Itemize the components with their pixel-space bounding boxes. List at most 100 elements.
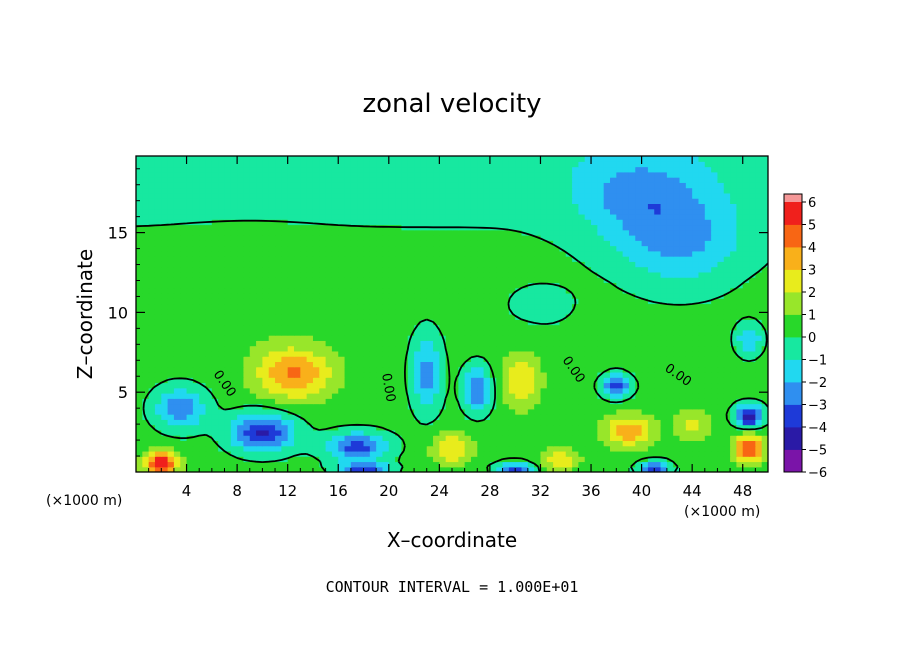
heatmap-cell [211,224,219,231]
heatmap-cell [464,408,472,415]
heatmap-cell [692,435,700,441]
heatmap-cell [433,340,440,347]
heatmap-cell [723,356,731,362]
heatmap-cell [723,387,731,394]
heatmap-cell [452,292,459,299]
heatmap-cell [704,466,712,472]
heatmap-cell [654,408,662,415]
heatmap-cell [647,319,655,326]
heatmap-cell [502,382,510,389]
heatmap-cell [237,208,245,215]
heatmap-cell [679,393,687,399]
heatmap-cell [161,440,169,447]
heatmap-cell [647,435,655,441]
heatmap-cell [173,440,181,447]
heatmap-cell [628,445,636,452]
heatmap-cell [578,340,586,347]
heatmap-cell [433,261,440,268]
heatmap-cell [154,340,162,347]
heatmap-cell [641,450,649,457]
heatmap-cell [186,250,194,257]
heatmap-cell [401,356,409,362]
heatmap-cell [420,261,428,268]
heatmap-cell [136,403,143,410]
heatmap-cell [331,256,339,262]
heatmap-cell [161,466,169,472]
heatmap-cell [647,403,655,410]
heatmap-cell [635,371,643,378]
heatmap-cell [635,435,643,441]
heatmap-cell [464,319,472,326]
heatmap-cell [610,292,617,299]
heatmap-cell [635,319,643,326]
heatmap-cell [382,245,390,252]
heatmap-cell [388,424,396,431]
heatmap-cell [376,271,384,278]
heatmap-cell [628,340,636,347]
heatmap-cell [211,298,219,305]
heatmap-cell [628,208,636,215]
heatmap-cell [736,235,744,241]
heatmap-cell [186,403,194,410]
heatmap-cell [622,466,630,472]
heatmap-cell [331,266,339,273]
heatmap-cell [452,350,459,357]
heatmap-cell [685,308,693,315]
heatmap-cell [344,371,352,378]
heatmap-cell [635,408,643,415]
heatmap-cell [616,440,624,447]
heatmap-cell [534,256,542,262]
heatmap-cell [256,250,263,257]
heatmap-cell [711,240,719,247]
heatmap-cell [262,450,270,457]
heatmap-cell [761,371,768,378]
heatmap-cell [161,319,169,326]
heatmap-cell [515,445,523,452]
heatmap-cell [325,266,333,273]
heatmap-cell [199,366,207,373]
heatmap-cell [136,208,143,215]
heatmap-cell [173,398,181,405]
heatmap-cell [445,429,453,436]
heatmap-cell [572,414,579,420]
heatmap-cell [477,261,485,268]
heatmap-cell [730,350,737,357]
heatmap-cell [597,266,605,273]
heatmap-cell [540,282,548,289]
heatmap-cell [218,335,226,341]
heatmap-cell [755,371,763,378]
heatmap-cell [161,382,169,389]
heatmap-cell [401,250,409,257]
heatmap-cell [723,429,731,436]
heatmap-cell [414,361,421,368]
heatmap-cell [439,350,447,357]
heatmap-cell [369,213,377,220]
heatmap-cell [319,387,327,394]
heatmap-cell [136,224,143,231]
heatmap-cell [736,466,744,472]
heatmap-cell [154,266,162,273]
heatmap-cell [692,219,700,226]
heatmap-cell [489,466,497,472]
heatmap-cell [711,377,719,384]
heatmap-cell [237,398,245,405]
heatmap-cell [414,366,421,373]
heatmap-cell [496,414,504,420]
heatmap-cell [452,208,459,215]
heatmap-cell [439,229,447,236]
heatmap-cell [736,382,744,389]
heatmap-cell [331,461,339,468]
heatmap-cell [496,229,504,236]
heatmap-cell [199,419,207,426]
heatmap-cell [591,329,598,336]
heatmap-cell [635,308,643,315]
heatmap-cell [477,393,485,399]
heatmap-cell [628,256,636,262]
heatmap-cell [559,329,567,336]
heatmap-cell [628,408,636,415]
heatmap-cell [300,340,308,347]
heatmap-cell [268,403,276,410]
heatmap-cell [679,213,687,220]
heatmap-cell [205,266,213,273]
heatmap-cell [186,350,194,357]
